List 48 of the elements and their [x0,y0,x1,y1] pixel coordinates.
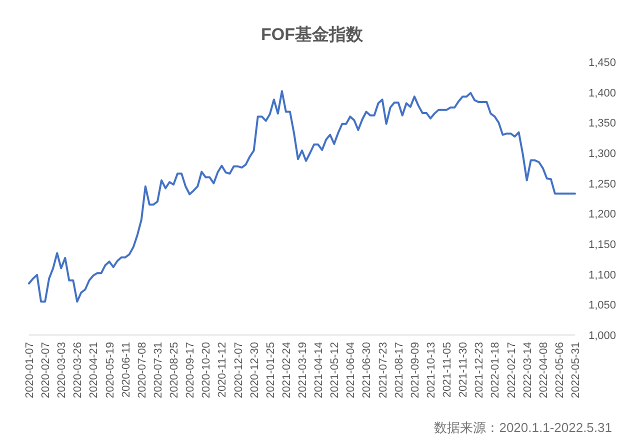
y-tick-label: 1,450 [588,57,616,69]
y-tick-label: 1,100 [588,269,616,282]
y-tick-label: 1,300 [588,148,616,160]
x-tick-label: 2021-11-05 [442,342,454,398]
x-tick-label: 2021-07-23 [377,342,390,398]
x-tick-label: 2022-01-18 [490,342,502,398]
source-note: 数据来源：2020.1.1-2022.5.31 [434,420,612,435]
x-tick-label: 2020-11-12 [216,342,229,398]
x-tick-label: 2021-12-23 [474,342,486,398]
x-tick-label: 2022-04-08 [538,342,550,398]
x-tick-label: 2021-03-19 [297,342,309,398]
x-tick-label: 2020-01-07 [24,342,36,398]
x-tick-label: 2020-08-25 [168,342,181,398]
x-tick-label: 2021-02-24 [280,342,293,398]
y-tick-label: 1,200 [588,208,616,221]
x-tick-label: 2020-07-08 [136,342,148,398]
x-tick-label: 2020-05-19 [104,342,116,398]
x-tick-label: 2021-09-09 [409,342,422,398]
x-tick-label: 2021-08-17 [393,342,406,398]
y-tick-label: 1,050 [588,300,616,312]
x-tick-label: 2020-06-11 [120,342,132,398]
x-tick-label: 2021-06-30 [361,342,374,398]
x-tick-label: 2020-09-17 [184,342,197,398]
x-tick-label: 2021-05-12 [329,342,342,398]
x-tick-label: 2022-05-31 [570,342,582,398]
x-tick-label: 2021-04-14 [313,342,326,398]
x-tick-label: 2021-10-13 [425,342,438,398]
x-tick-label: 2021-01-25 [264,342,277,398]
x-tick-label: 2020-10-20 [200,342,213,398]
x-tick-label: 2020-04-21 [88,342,100,398]
y-tick-label: 1,400 [588,87,616,100]
y-tick-label: 1,350 [588,118,616,130]
y-tick-label: 1,250 [588,178,616,190]
x-tick-label: 2020-12-07 [232,342,245,398]
x-tick-label: 2021-06-04 [345,342,358,398]
x-tick-label: 2020-02-07 [40,342,52,398]
x-tick-label: 2022-02-17 [506,342,518,398]
x-tick-label: 2022-03-14 [522,342,534,398]
y-tick-label: 1,150 [588,239,616,251]
x-tick-label: 2020-12-30 [248,342,261,398]
x-tick-label: 2020-03-26 [72,342,84,398]
x-tick-label: 2020-03-03 [56,342,68,398]
x-tick-label: 2021-11-30 [458,342,470,398]
y-tick-label: 1,000 [588,330,616,342]
x-tick-label: 2020-07-31 [152,342,164,398]
x-tick-label: 2022-05-06 [554,342,566,398]
chart-title: FOF基金指数 [261,25,364,44]
line-series [28,90,576,303]
